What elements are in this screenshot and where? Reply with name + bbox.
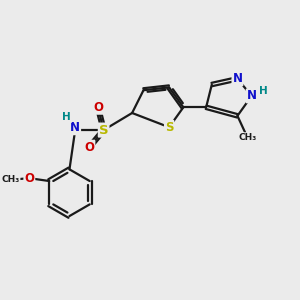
Text: O: O: [93, 101, 103, 114]
Text: N: N: [247, 89, 257, 102]
Text: H: H: [259, 86, 268, 96]
Text: CH₃: CH₃: [2, 175, 20, 184]
Text: O: O: [24, 172, 34, 185]
Text: N: N: [70, 121, 80, 134]
Text: CH₃: CH₃: [238, 133, 256, 142]
Text: O: O: [84, 141, 94, 154]
Text: H: H: [62, 112, 71, 122]
Text: N: N: [232, 72, 242, 85]
Text: S: S: [99, 124, 109, 136]
Text: S: S: [165, 121, 173, 134]
